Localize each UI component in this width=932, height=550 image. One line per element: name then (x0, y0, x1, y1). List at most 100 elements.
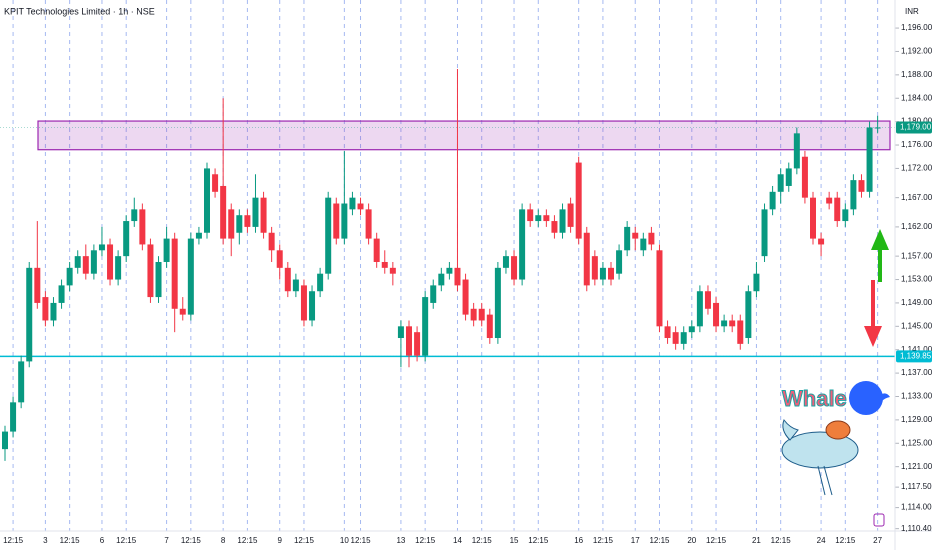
candle-body (10, 402, 17, 432)
candle-body (745, 291, 752, 339)
x-tick-label: 9 (277, 536, 282, 545)
candle-body (204, 168, 210, 233)
candle-body (139, 209, 146, 245)
y-tick-label: 1,129.00 (901, 415, 932, 424)
candle-body (171, 238, 178, 309)
x-tick-label: 21 (752, 536, 761, 545)
candle-body (2, 431, 8, 450)
price-label-box (896, 350, 932, 363)
x-tick-label: 20 (687, 536, 696, 545)
y-tick-label: 1,162.00 (901, 222, 932, 231)
candle-body (90, 250, 97, 274)
candle-body (42, 297, 49, 321)
candle-body (494, 267, 501, 339)
y-tick-label: 1,141.00 (901, 345, 932, 354)
x-tick-label: 12:15 (237, 536, 258, 545)
x-tick-label: 12:15 (294, 536, 315, 545)
candle-body (696, 291, 703, 327)
x-tick-label: 24 (817, 536, 826, 545)
x-tick-label: 12:15 (351, 536, 372, 545)
candle-body (818, 238, 825, 245)
y-tick-label: 1,184.00 (901, 93, 932, 102)
candle-body (866, 127, 873, 192)
x-tick-label: 17 (631, 536, 640, 545)
candle-body (381, 261, 388, 268)
candle-body (309, 291, 316, 321)
candle-body (357, 203, 364, 210)
candle-body (341, 203, 348, 239)
x-tick-label: 12:15 (593, 536, 614, 545)
x-tick-label: 12:15 (116, 536, 137, 545)
candle-body (58, 285, 65, 303)
candle-body (325, 197, 332, 274)
x-tick-label: 13 (396, 536, 405, 545)
y-tick-label: 1,145.00 (901, 321, 932, 330)
y-tick-label: 1,110.40 (901, 524, 932, 533)
y-tick-label: 1,167.00 (901, 193, 932, 202)
candle-body (801, 156, 808, 198)
candle-body (438, 273, 445, 286)
candle-body (50, 302, 57, 321)
candle-body (672, 332, 679, 344)
y-tick-label: 1,172.00 (901, 164, 932, 173)
candle-body (131, 209, 138, 222)
x-tick-label: 8 (221, 536, 226, 545)
x-tick-label: 16 (574, 536, 583, 545)
candle-body (406, 326, 412, 356)
logo: Whale (781, 381, 890, 496)
candle-body (599, 267, 606, 280)
candle-body (147, 244, 154, 298)
candle-body (462, 279, 469, 315)
candle-body (260, 197, 267, 233)
candle-body (220, 185, 227, 239)
candle-body (575, 162, 582, 239)
y-tick-label: 1,180.00 (901, 117, 932, 126)
candle-body (195, 232, 202, 239)
candle-body (300, 285, 307, 321)
candle-body (721, 320, 728, 327)
x-tick-label: 3 (43, 536, 48, 545)
candle-body (244, 215, 251, 227)
y-tick-label: 1,196.00 (901, 23, 932, 32)
candle-body (777, 174, 784, 192)
candle-body (276, 250, 283, 268)
candle-body (648, 232, 655, 245)
events-icon (873, 513, 885, 527)
candle-body (858, 180, 865, 192)
candle-body (430, 285, 437, 303)
candle-body (874, 127, 881, 129)
x-tick-label: 12:15 (649, 536, 670, 545)
candle-body (365, 209, 372, 239)
candles-layer (2, 69, 881, 461)
candle-body (373, 238, 380, 262)
candle-body (228, 209, 235, 239)
candle-body (163, 238, 170, 262)
candle-body (519, 209, 526, 280)
down-arrow (864, 280, 882, 347)
y-tick-label: 1,192.00 (901, 47, 932, 56)
y-tick-label: 1,188.00 (901, 70, 932, 79)
candle-body (616, 250, 623, 274)
candle-body (252, 197, 259, 227)
y-tick-label: 1,125.00 (901, 438, 932, 447)
axis-unit: INR (905, 7, 919, 16)
candle-body (583, 232, 590, 286)
candle-body (74, 256, 81, 268)
candle-body (713, 302, 720, 327)
candle-body (753, 273, 760, 292)
candle-body (511, 256, 518, 280)
candle-body (18, 361, 25, 403)
candle-body (737, 320, 744, 344)
resistance-zone (37, 120, 891, 151)
candle-body (842, 209, 849, 222)
candle-body (543, 215, 550, 222)
candle-body (502, 256, 509, 268)
y-tick-label: 1,121.00 (901, 462, 932, 471)
x-tick-label: 12:15 (706, 536, 727, 545)
x-tick-label: 12:15 (60, 536, 81, 545)
candle-body (608, 267, 614, 280)
candle-body (34, 267, 41, 303)
x-tick-label: 7 (164, 536, 169, 545)
candle-body (397, 326, 404, 339)
